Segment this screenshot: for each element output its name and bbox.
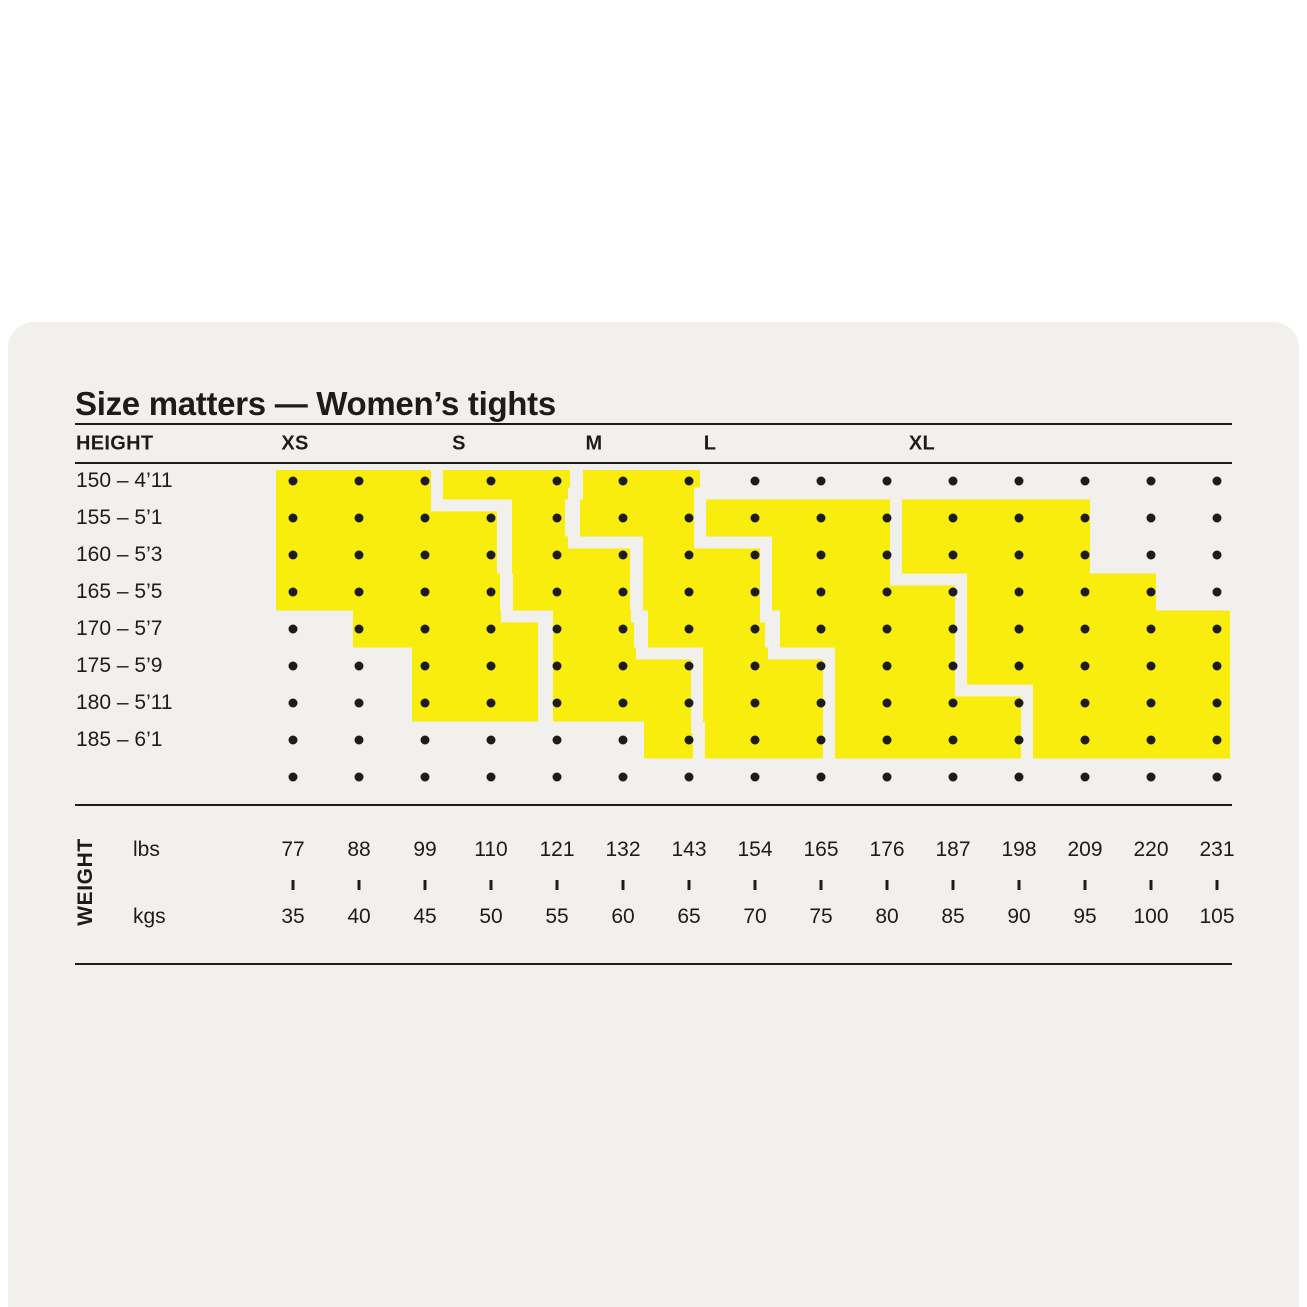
weight-lbs-value: 77 (281, 838, 305, 861)
weight-tick (687, 880, 691, 890)
weight-tick (951, 880, 955, 890)
weight-tick (423, 880, 427, 890)
weight-tick (753, 880, 757, 890)
weight-tick (357, 880, 361, 890)
size-region-xl (890, 487, 1242, 771)
weight-kgs-value: 50 (479, 905, 503, 928)
height-row-label: 185 – 6’1 (76, 728, 163, 751)
weight-tick (621, 880, 625, 890)
weight-kgs-value: 60 (611, 905, 635, 928)
weight-tick (819, 880, 823, 890)
size-region-l (694, 487, 1036, 771)
height-row-label: 160 – 5’3 (76, 543, 163, 566)
height-row-label: 170 – 5’7 (76, 617, 163, 640)
height-row-label: 165 – 5’5 (76, 580, 163, 603)
weight-lbs-value: 209 (1067, 838, 1103, 861)
weight-kgs-value: 100 (1133, 905, 1169, 928)
weight-kgs-value: 75 (809, 905, 833, 928)
weight-kgs-value: 70 (743, 905, 767, 928)
weight-lbs-value: 143 (671, 838, 707, 861)
weight-tick (885, 880, 889, 890)
weight-lbs-value: 88 (347, 838, 371, 861)
weight-kgs-value: 55 (545, 905, 569, 928)
header-bottom-rule (75, 462, 1232, 464)
weight-tick (555, 880, 559, 890)
weight-kgs-value: 45 (413, 905, 437, 928)
weight-bottom-rule (75, 963, 1232, 965)
weight-lbs-value: 198 (1001, 838, 1037, 861)
weight-kgs-value: 105 (1199, 905, 1235, 928)
weight-lbs-value: 220 (1133, 838, 1169, 861)
weight-lbs-value: 132 (605, 838, 641, 861)
weight-kgs-value: 80 (875, 905, 899, 928)
height-row-label: 175 – 5’9 (76, 654, 163, 677)
weight-lbs-value: 165 (803, 838, 839, 861)
size-region-m (568, 458, 838, 771)
weight-kgs-value: 35 (281, 905, 305, 928)
weight-tick (1017, 880, 1021, 890)
weight-tick (1215, 880, 1219, 890)
weight-lbs-value: 99 (413, 838, 437, 861)
size-header-xs: XS (281, 432, 309, 455)
weight-lbs-value: 154 (737, 838, 773, 861)
weight-lbs-value: 187 (935, 838, 971, 861)
weight-lbs-value: 176 (869, 838, 905, 861)
weight-kgs-value: 40 (347, 905, 371, 928)
weight-lbs-value: 110 (474, 838, 508, 861)
weight-tick (1149, 880, 1153, 890)
height-column-header: HEIGHT (76, 432, 154, 455)
size-header-s: S (452, 432, 466, 455)
weight-lbs-value: 121 (539, 838, 575, 861)
weight-kgs-value: 65 (677, 905, 701, 928)
page-title: Size matters — Women’s tights (75, 385, 556, 423)
weight-kgs-value: 85 (941, 905, 965, 928)
weight-tick (489, 880, 493, 890)
dot-grid (288, 476, 1222, 782)
weight-kgs-value: 90 (1007, 905, 1031, 928)
header-top-rule (75, 423, 1232, 425)
height-row-label: 155 – 5’1 (76, 506, 163, 529)
size-header-l: L (703, 432, 717, 455)
height-row-label: 180 – 5’11 (76, 691, 173, 714)
size-region-xs (264, 458, 550, 734)
weight-tick (1083, 880, 1087, 890)
size-header-m: M (585, 432, 603, 455)
weight-lbs-value: 231 (1199, 838, 1235, 861)
weight-kgs-value: 95 (1073, 905, 1097, 928)
lbs-unit-label: lbs (133, 838, 160, 861)
weight-top-rule (75, 804, 1232, 806)
size-header-xl: XL (908, 432, 936, 455)
weight-tick (291, 880, 295, 890)
weight-axis-label: WEIGHT (74, 838, 97, 926)
kgs-unit-label: kgs (133, 905, 166, 928)
height-row-label: 150 – 4’11 (76, 469, 173, 492)
